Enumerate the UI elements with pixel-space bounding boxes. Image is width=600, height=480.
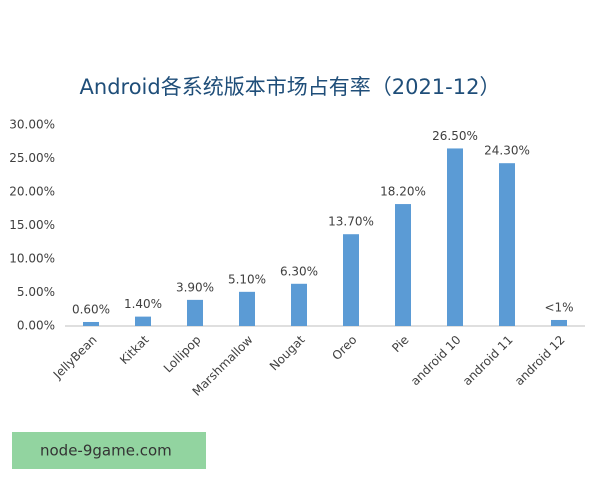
value-label: 18.20% bbox=[380, 185, 426, 199]
x-tick-label: Pie bbox=[389, 333, 411, 355]
bar bbox=[135, 316, 151, 326]
y-tick-label: 5.00% bbox=[17, 285, 55, 299]
y-tick-label: 20.00% bbox=[9, 185, 55, 199]
x-tick-label: android 10 bbox=[408, 333, 464, 389]
y-tick-label: 15.00% bbox=[9, 218, 55, 232]
value-label: 13.70% bbox=[328, 215, 374, 229]
bar bbox=[187, 299, 203, 326]
x-tick-label: Nougat bbox=[267, 332, 308, 373]
x-tick-label: Kitkat bbox=[117, 332, 152, 367]
y-tick-label: 25.00% bbox=[9, 151, 55, 165]
value-label: 24.30% bbox=[484, 144, 530, 158]
x-tick-label: android 11 bbox=[460, 333, 516, 389]
value-label: 0.60% bbox=[72, 302, 110, 316]
bar bbox=[395, 204, 411, 326]
x-tick-label: android 12 bbox=[512, 333, 568, 389]
value-label: 3.90% bbox=[176, 280, 214, 294]
chart-title: Android各系统版本市场占有率（2021-12） bbox=[80, 75, 501, 99]
bar bbox=[551, 319, 567, 326]
y-tick-label: 10.00% bbox=[9, 252, 55, 266]
value-label: 26.50% bbox=[432, 129, 478, 143]
value-label: 1.40% bbox=[124, 297, 162, 311]
watermark-box bbox=[12, 432, 206, 469]
value-label: 6.30% bbox=[280, 264, 318, 278]
x-tick-label: JellyBean bbox=[50, 333, 100, 383]
bar bbox=[499, 163, 515, 326]
bar bbox=[291, 283, 307, 326]
y-tick-label: 30.00% bbox=[9, 118, 55, 132]
value-label: 5.10% bbox=[228, 272, 266, 286]
x-tick-label: Oreo bbox=[329, 333, 359, 363]
value-label: <1% bbox=[544, 300, 573, 314]
bar bbox=[447, 148, 463, 326]
bar bbox=[83, 321, 99, 326]
x-tick-label: Lollipop bbox=[161, 333, 204, 376]
bar bbox=[239, 291, 255, 326]
y-tick-label: 0.00% bbox=[17, 319, 55, 333]
bar bbox=[343, 234, 359, 326]
watermark: node-9game.com bbox=[40, 442, 172, 460]
